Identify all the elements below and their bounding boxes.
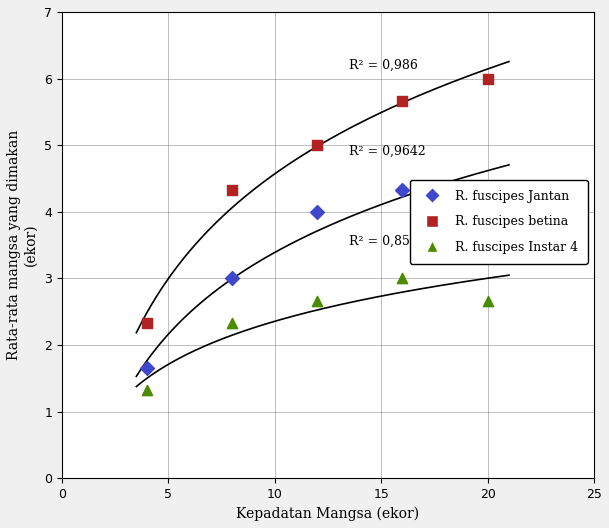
Text: R² = 0,8541: R² = 0,8541 [349, 235, 426, 248]
R. fuscipes Jantan [398, 186, 407, 194]
X-axis label: Kepadatan Mangsa (ekor): Kepadatan Mangsa (ekor) [236, 507, 420, 521]
Text: R² = 0,986: R² = 0,986 [349, 59, 418, 72]
R. fuscipes Instar 4 [483, 297, 493, 305]
R. fuscipes betina [483, 74, 493, 83]
R. fuscipes Instar 4 [398, 274, 407, 282]
R. fuscipes Jantan [483, 186, 493, 194]
R. fuscipes Jantan [227, 274, 237, 282]
R. fuscipes Jantan [142, 364, 152, 372]
R. fuscipes Instar 4 [312, 297, 322, 305]
R. fuscipes Instar 4 [227, 319, 237, 327]
R. fuscipes betina [227, 186, 237, 194]
R. fuscipes betina [312, 141, 322, 149]
R. fuscipes Instar 4 [142, 385, 152, 394]
R. fuscipes Jantan [312, 208, 322, 216]
Text: R² = 0,9642: R² = 0,9642 [349, 145, 426, 158]
R. fuscipes betina [398, 97, 407, 106]
Legend: R. fuscipes Jantan, R. fuscipes betina, R. fuscipes Instar 4: R. fuscipes Jantan, R. fuscipes betina, … [410, 180, 588, 264]
Y-axis label: Rata-rata mangsa yang dimakan
(ekor): Rata-rata mangsa yang dimakan (ekor) [7, 130, 37, 360]
R. fuscipes betina [142, 319, 152, 327]
